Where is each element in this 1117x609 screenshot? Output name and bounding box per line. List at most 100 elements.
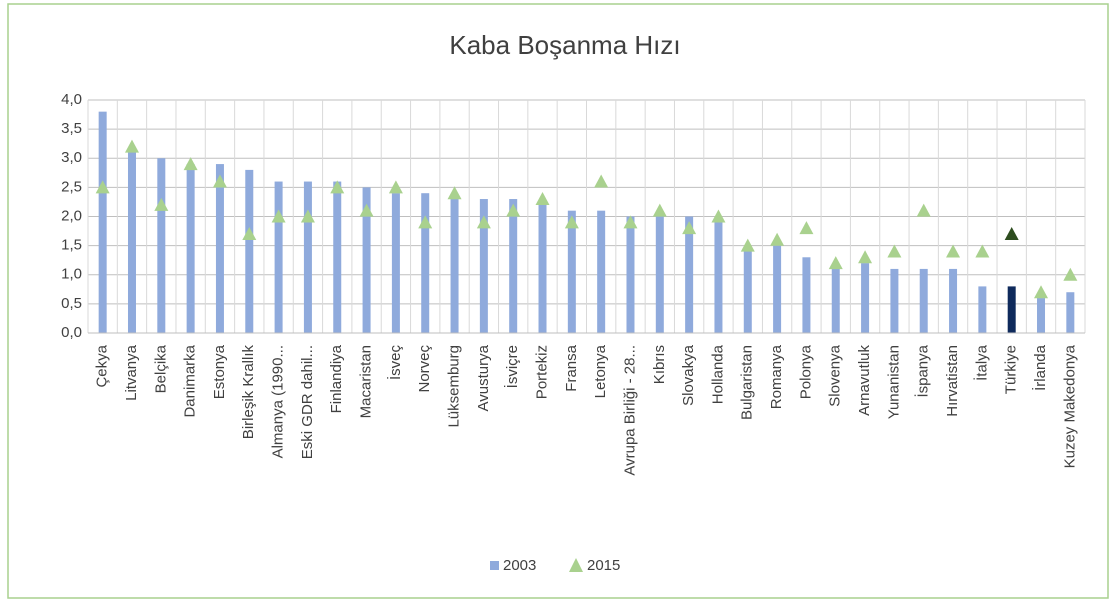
x-tick-label: Lüksemburg (446, 345, 463, 428)
x-tick-label: Finlandiya (328, 344, 345, 413)
bar (685, 216, 694, 333)
y-tick-label: 4,0 (61, 91, 82, 108)
y-tick-label: 3,5 (61, 120, 82, 137)
x-tick-label: Çekya (94, 344, 111, 387)
bar (421, 193, 430, 333)
legend-swatch (490, 561, 499, 570)
bar (831, 268, 840, 333)
y-tick-label: 2,5 (61, 178, 82, 195)
marker (359, 203, 374, 217)
marker (799, 221, 814, 235)
bar (538, 204, 547, 333)
x-tick-label: Yunanistan (885, 345, 902, 419)
x-tick-label: İsviçre (503, 345, 521, 388)
x-tick-label: Danimarka (182, 344, 199, 417)
x-tick-label: Slovakya (680, 344, 697, 406)
marker (183, 157, 198, 171)
marker (828, 256, 843, 270)
bar (1037, 298, 1046, 333)
x-tick-label: Eski GDR dahil... (299, 345, 316, 459)
x-tick-label: Birleşik Krallık (240, 345, 257, 440)
x-tick-label: İrlanda (1031, 344, 1049, 391)
x-tick-label: Slovenya (827, 344, 844, 406)
bar (215, 164, 224, 333)
marker (271, 209, 286, 223)
marker (476, 215, 491, 229)
marker (388, 180, 403, 194)
bar (773, 245, 782, 333)
marker (535, 192, 550, 206)
x-tick-label: İsveç (386, 345, 404, 381)
marker (300, 209, 315, 223)
bar (509, 199, 518, 333)
marker (652, 203, 667, 217)
x-tick-label: Polonya (797, 344, 814, 399)
marker (1004, 226, 1019, 240)
marker (916, 203, 931, 217)
bar (186, 164, 195, 333)
marker (711, 209, 726, 223)
x-tick-label: İspanya (914, 344, 932, 397)
marker (946, 244, 961, 258)
bar (333, 181, 342, 333)
x-tick-label: Macaristan (358, 345, 375, 418)
bar (274, 181, 283, 333)
marker (564, 215, 579, 229)
x-tick-label: Romanya (768, 344, 785, 409)
x-tick-label: Litvanya (123, 344, 140, 401)
x-tick-label: Hollanda (709, 344, 726, 404)
y-tick-label: 3,0 (61, 149, 82, 166)
marker (330, 180, 345, 194)
legend-label: 2015 (587, 557, 620, 574)
marker (212, 174, 227, 188)
bar (98, 111, 107, 334)
marker (447, 186, 462, 200)
bar (245, 169, 254, 333)
marker (154, 197, 169, 211)
bar (890, 268, 899, 333)
x-tick-label: Kıbrıs (651, 345, 668, 384)
bar (714, 222, 723, 333)
marker (124, 139, 139, 153)
x-tick-label: Estonya (211, 344, 228, 399)
marker (242, 226, 257, 240)
marker (887, 244, 902, 258)
bar (362, 187, 371, 333)
y-tick-label: 1,0 (61, 266, 82, 283)
x-tick-label: Avusturya (475, 344, 492, 411)
marker (682, 221, 697, 235)
x-tick-label: Fransa (563, 344, 580, 391)
bar (949, 268, 958, 333)
marker (1034, 285, 1049, 299)
x-tick-label: Kuzey Makedonya (1061, 344, 1078, 468)
marker (95, 180, 110, 194)
bar (479, 199, 488, 333)
marker (594, 174, 609, 188)
x-tick-label: Türkiye (1003, 345, 1020, 394)
bar (861, 263, 870, 333)
marker (1063, 267, 1078, 281)
x-tick-label: Portekiz (533, 345, 550, 399)
y-tick-label: 2,0 (61, 207, 82, 224)
marker (858, 250, 873, 264)
x-tick-label: İtalya (972, 344, 990, 381)
bar (157, 158, 166, 333)
y-tick-label: 1,5 (61, 237, 82, 254)
x-tick-label: Almanya (1990... (270, 345, 287, 458)
marker (740, 238, 755, 252)
bar (626, 216, 635, 333)
bar (1066, 292, 1075, 333)
bar (450, 199, 459, 333)
bar (1007, 286, 1016, 333)
legend-swatch (569, 558, 583, 572)
bar (303, 181, 312, 333)
bar (127, 152, 136, 333)
bar (802, 257, 811, 333)
bar (743, 251, 752, 333)
x-tick-label: Belçika (152, 344, 169, 393)
x-tick-label: Letonya (592, 344, 609, 398)
x-tick-label: Avrupa Birliği - 28... (621, 345, 638, 476)
x-tick-label: Bulgaristan (739, 345, 756, 420)
marker (975, 244, 990, 258)
